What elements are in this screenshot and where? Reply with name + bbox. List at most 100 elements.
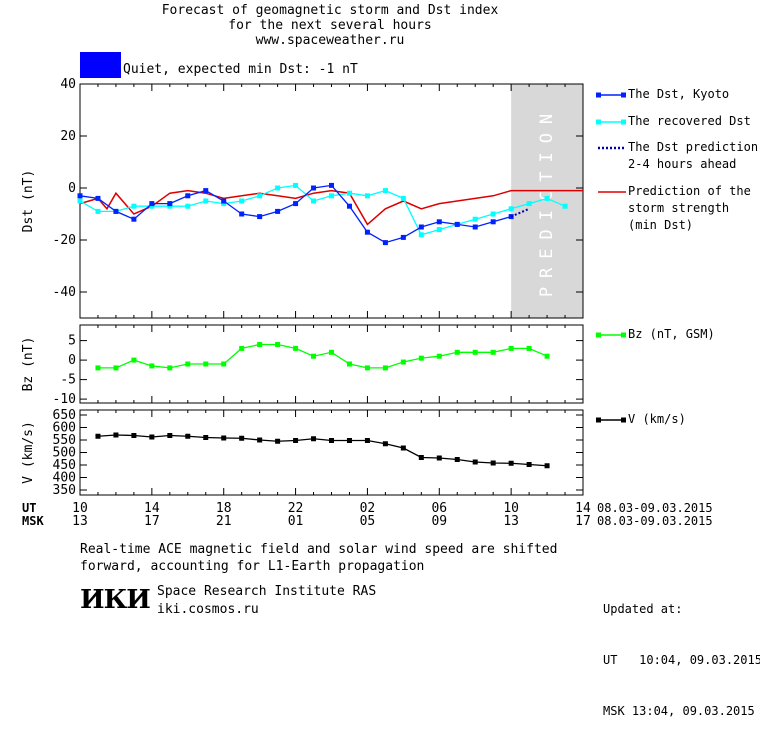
v-point	[131, 433, 137, 438]
v-point	[167, 433, 173, 438]
ut-tick-label: 14	[144, 501, 160, 516]
ut-tick-label: 02	[360, 501, 376, 516]
recovered-dst-point	[311, 198, 317, 204]
msk-tick-label: 17	[575, 514, 591, 529]
dst-ytick-label: -20	[53, 233, 76, 248]
msk-tick-label: 01	[288, 514, 304, 529]
data-note: Real-time ACE magnetic field and solar w…	[80, 541, 557, 575]
msk-tick-label: 09	[431, 514, 447, 529]
bz-point	[472, 349, 478, 355]
recovered-dst-point	[239, 198, 245, 204]
status-color-box	[80, 52, 121, 78]
v-ytick-label: 600	[53, 421, 76, 436]
recovered-dst-point	[131, 203, 137, 209]
v-point	[221, 435, 227, 441]
bz-point	[257, 342, 263, 347]
dst-kyoto-point	[436, 219, 442, 225]
dst-kyoto-point	[221, 198, 227, 204]
dst-kyoto-point	[454, 221, 460, 227]
ut-axis-label: UT	[22, 501, 36, 515]
recovered-dst-point	[544, 195, 550, 201]
dst-kyoto-point	[275, 208, 281, 214]
v-legend-marker	[621, 417, 626, 423]
title-line-2: for the next several hours	[228, 18, 432, 33]
dst-kyoto-line	[79, 184, 512, 244]
recovered-dst-point	[329, 193, 334, 199]
bz-point	[364, 365, 370, 371]
v-point	[544, 463, 550, 469]
dst-kyoto-point	[418, 224, 424, 230]
v-point	[311, 436, 317, 442]
legend-storm-3: (min Dst)	[628, 218, 694, 232]
v-ytick-label: 550	[53, 433, 76, 448]
bz-legend-marker	[621, 332, 626, 338]
storm-strength-line	[79, 189, 583, 226]
bz-line	[97, 343, 548, 369]
bz-ytick-label: 0	[68, 353, 76, 368]
msk-tick-label: 05	[360, 514, 376, 529]
dst-kyoto-point	[167, 201, 173, 207]
v-point	[185, 433, 191, 439]
recovered-dst-point	[149, 203, 155, 209]
recovered-dst-point	[364, 193, 370, 199]
dst-kyoto-point	[185, 193, 191, 199]
bz-ytick-label: -5	[60, 373, 76, 388]
bz-point	[329, 349, 334, 355]
recovered-dst-point	[382, 188, 388, 194]
legend-marks	[596, 92, 626, 423]
ut-tick-label: 18	[216, 501, 232, 516]
recovered-dst-point	[508, 206, 514, 212]
dst-kyoto-point	[77, 193, 83, 199]
prediction-label: PREDICTION	[537, 105, 557, 297]
bz-point	[436, 353, 442, 359]
dst-ytick-label: 0	[68, 181, 76, 196]
dst-kyoto-point	[329, 182, 334, 188]
title-line-3: www.spaceweather.ru	[255, 33, 405, 48]
note-line-1: Real-time ACE magnetic field and solar w…	[80, 542, 558, 557]
dst-ylabel: Dst (nT)	[21, 170, 36, 233]
v-point	[203, 435, 209, 440]
dst-kyoto-point	[311, 185, 317, 191]
dst-kyoto-point	[149, 201, 155, 207]
recovered-dst-point	[526, 201, 532, 207]
dst-kyoto-point	[472, 224, 478, 230]
dst-kyoto-point	[346, 203, 352, 209]
recovered-dst-point	[562, 203, 568, 209]
bz-point	[95, 365, 101, 371]
bz-point	[131, 357, 137, 363]
recovered-dst-legend-marker	[596, 119, 601, 125]
status-text: Quiet, expected min Dst: -1 nT	[123, 62, 358, 77]
v-point	[454, 457, 460, 462]
v-ytick-label: 500	[53, 446, 76, 461]
ut-tick-label: 10	[503, 501, 519, 516]
v-ytick-label: 400	[53, 471, 76, 486]
title-line-1: Forecast of geomagnetic storm and Dst in…	[161, 3, 499, 18]
bz-point	[382, 365, 388, 371]
recovered-dst-point	[221, 201, 227, 207]
v-point	[526, 462, 532, 467]
bz-point	[149, 363, 155, 369]
chart-series	[77, 182, 583, 469]
bz-point	[203, 361, 209, 367]
bz-point	[346, 361, 352, 367]
bz-point	[311, 353, 317, 359]
msk-tick-label: 13	[72, 514, 88, 529]
bz-frame	[79, 324, 584, 404]
msk-date-range: 08.03-09.03.2015	[597, 514, 713, 528]
legend-dst-prediction-1: The Dst prediction	[628, 140, 759, 154]
legend-storm-2: storm strength	[628, 201, 730, 215]
dst-kyoto-point	[239, 211, 245, 217]
msk-tick-label: 17	[144, 514, 160, 529]
updated-msk: MSK 13:04, 09.03.2015	[603, 704, 755, 718]
bz-point	[418, 355, 424, 361]
iki-logo: ИКИ	[80, 585, 151, 615]
v-point	[275, 438, 281, 444]
recovered-dst-point	[167, 203, 173, 209]
bz-point	[454, 349, 460, 355]
recovered-dst-point	[203, 198, 209, 204]
legend-dst-prediction-2: 2-4 hours ahead	[628, 157, 737, 171]
dst-kyoto-legend-marker	[596, 92, 601, 98]
org-site[interactable]: iki.cosmos.ru	[157, 602, 259, 617]
recovered-dst-point	[293, 182, 299, 188]
dst-kyoto-legend-marker	[621, 92, 626, 98]
